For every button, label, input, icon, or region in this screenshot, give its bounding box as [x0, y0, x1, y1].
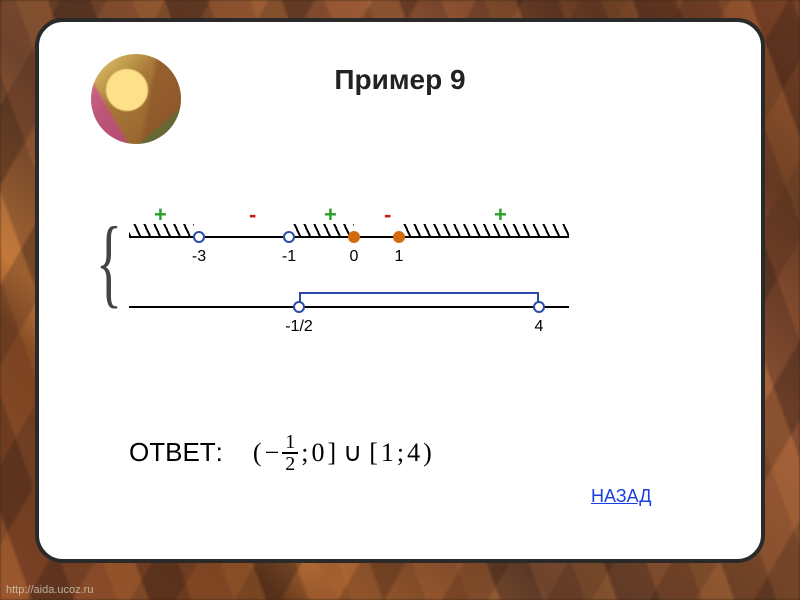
number-line-point — [393, 231, 405, 243]
fraction-den: 2 — [282, 454, 298, 474]
bracket-open: [ — [369, 438, 378, 468]
minus-sign: − — [265, 438, 280, 468]
answer-row: ОТВЕТ: ( − 1 2 ; 0 ] ∪ [ 1 ; 4 ) — [129, 432, 432, 474]
hatch-region — [289, 224, 354, 236]
slide-frame: Пример 9 { +-+-+ -3-101 -1/24 ОТВЕТ: ( −… — [35, 18, 765, 563]
number-line-point — [348, 231, 360, 243]
fraction: 1 2 — [282, 432, 298, 474]
separator: ; — [301, 438, 308, 468]
point-label: -3 — [192, 248, 206, 266]
back-link[interactable]: НАЗАД — [591, 487, 651, 507]
point-label: 0 — [350, 248, 359, 266]
slide-title: Пример 9 — [39, 64, 761, 96]
number-line-diagram: { +-+-+ -3-101 -1/24 — [99, 202, 579, 342]
interval2-b: 4 — [407, 438, 420, 468]
interval-bracket — [299, 292, 539, 306]
hatch-region — [399, 224, 569, 236]
sign-label: - — [384, 202, 391, 228]
point-label: 1 — [395, 248, 404, 266]
paren-close: ) — [423, 438, 432, 468]
answer-expression: ( − 1 2 ; 0 ] ∪ [ 1 ; 4 ) — [253, 432, 432, 474]
point-label: 4 — [535, 318, 544, 336]
bracket-close: ] — [327, 438, 336, 468]
interval-b: 0 — [311, 438, 324, 468]
point-label: -1/2 — [285, 318, 313, 336]
answer-label: ОТВЕТ: — [129, 438, 223, 468]
interval2-a: 1 — [381, 438, 394, 468]
number-line-point — [283, 231, 295, 243]
point-label: -1 — [282, 248, 296, 266]
sign-label: - — [249, 202, 256, 228]
union-symbol: ∪ — [343, 438, 362, 468]
number-line-point — [533, 301, 545, 313]
paren-open: ( — [253, 438, 262, 468]
fraction-num: 1 — [282, 432, 298, 454]
system-brace: { — [96, 212, 122, 312]
hatch-region — [129, 224, 194, 236]
number-line-point — [293, 301, 305, 313]
number-line-point — [193, 231, 205, 243]
watermark: http://aida.ucoz.ru — [6, 584, 93, 596]
number-line-2 — [129, 306, 569, 308]
separator: ; — [397, 438, 404, 468]
